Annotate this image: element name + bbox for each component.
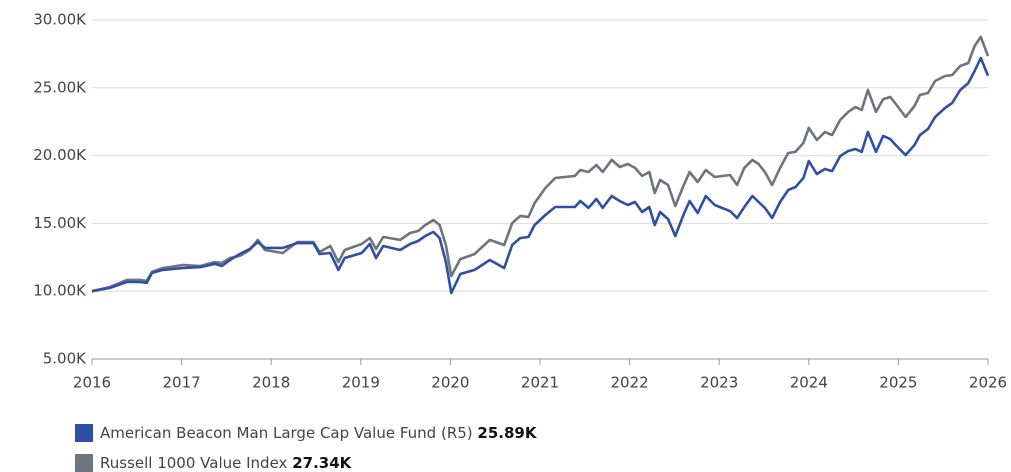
x-tick-label: 2022 xyxy=(611,374,649,392)
x-tick-label: 2020 xyxy=(431,374,469,392)
x-tick-label: 2017 xyxy=(163,374,201,392)
series-line xyxy=(91,35,990,293)
legend-end-value: 25.89K xyxy=(477,424,537,442)
legend-swatch xyxy=(75,454,93,472)
x-tick-label: 2024 xyxy=(790,374,828,392)
y-tick-label: 15.00K xyxy=(33,214,87,232)
x-tick-label: 2018 xyxy=(252,374,290,392)
legend-swatch xyxy=(75,424,93,442)
y-tick-label: 25.00K xyxy=(33,78,87,96)
legend-label: Russell 1000 Value Index 27.34K xyxy=(100,454,353,472)
legend-name: American Beacon Man Large Cap Value Fund… xyxy=(100,424,473,442)
y-tick-label: 5.00K xyxy=(43,350,87,368)
x-tick-label: 2019 xyxy=(342,374,380,392)
legend-label: American Beacon Man Large Cap Value Fund… xyxy=(100,424,538,442)
x-tick-label: 2021 xyxy=(521,374,559,392)
y-tick-label: 30.00K xyxy=(33,11,87,29)
x-tick-label: 2016 xyxy=(73,374,111,392)
x-tick-label: 2026 xyxy=(969,374,1007,392)
x-tick-label: 2023 xyxy=(700,374,738,392)
y-tick-label: 10.00K xyxy=(33,282,87,300)
series-line xyxy=(91,56,990,295)
legend-name: Russell 1000 Value Index xyxy=(100,454,288,472)
y-tick-label: 20.00K xyxy=(33,146,87,164)
x-tick-label: 2025 xyxy=(879,374,917,392)
legend-end-value: 27.34K xyxy=(292,454,352,472)
